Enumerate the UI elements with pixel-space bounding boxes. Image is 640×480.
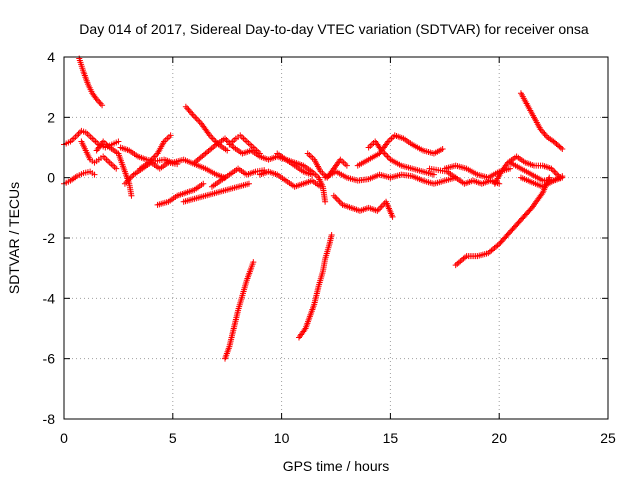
series-trace-31 <box>517 90 566 153</box>
series-trace-11 <box>182 103 231 154</box>
data-point <box>328 231 335 238</box>
series-trace-22 <box>330 192 396 220</box>
series-trace-02 <box>61 168 98 187</box>
series-trace-03 <box>78 138 120 172</box>
series-trace-04 <box>76 55 106 109</box>
data-point <box>559 146 566 153</box>
series-trace-29 <box>452 174 553 269</box>
data-point <box>167 132 174 139</box>
data-point <box>556 143 563 150</box>
data-point <box>99 102 106 109</box>
y-tick-label: -8 <box>43 411 56 427</box>
x-axis-label: GPS time / hours <box>283 458 390 474</box>
data-point <box>559 173 566 180</box>
grid-lines <box>64 57 608 419</box>
data-point <box>115 138 122 145</box>
data-point <box>200 180 207 187</box>
data-point <box>554 142 561 149</box>
series-trace-05 <box>93 138 135 199</box>
series-trace-25 <box>365 138 437 178</box>
x-tick-label: 15 <box>383 430 399 446</box>
x-tick-label: 10 <box>274 430 290 446</box>
series-trace-13 <box>191 135 255 166</box>
series-trace-26 <box>387 171 459 187</box>
y-tick-label: -6 <box>43 351 56 367</box>
series-trace-27 <box>426 165 503 187</box>
data-point <box>250 259 257 266</box>
data-point <box>343 162 350 169</box>
series-trace-09 <box>154 180 207 208</box>
series-trace-33 <box>517 173 566 190</box>
y-tick-label: -4 <box>43 290 56 306</box>
x-tick-label: 25 <box>600 430 616 446</box>
data-point <box>552 139 559 146</box>
axis-ticks: 0 5 10 15 20 25 -8 -6 -4 -2 0 2 4 <box>43 49 616 446</box>
x-tick-label: 20 <box>491 430 507 446</box>
data-point <box>389 213 396 220</box>
series-trace-12 <box>180 180 252 205</box>
x-tick-label: 5 <box>169 430 177 446</box>
series-trace-30 <box>491 153 564 187</box>
y-tick-label: -2 <box>43 230 56 246</box>
data-point <box>91 171 98 178</box>
series-trace-10 <box>169 156 229 181</box>
chart-title: Day 014 of 2017, Sidereal Day-to-day VTE… <box>79 21 589 37</box>
y-tick-label: 0 <box>47 170 55 186</box>
data-point <box>430 171 437 178</box>
data-point <box>245 180 252 187</box>
data-point <box>113 165 120 172</box>
series-trace-24 <box>354 132 446 169</box>
y-tick-label: 2 <box>47 109 55 125</box>
data-point <box>507 165 514 172</box>
data-point <box>128 192 135 199</box>
y-tick-label: 4 <box>47 49 55 65</box>
data-point <box>553 140 560 147</box>
series-trace-08 <box>137 132 174 172</box>
data-point <box>550 138 557 145</box>
x-tick-label: 0 <box>60 430 68 446</box>
data-point <box>557 144 564 151</box>
y-axis-label: SDTVAR / TECUs <box>6 182 22 294</box>
data-point <box>224 147 231 154</box>
data-points <box>61 55 566 362</box>
data-point <box>546 174 553 181</box>
series-trace-16 <box>222 259 257 362</box>
series-trace-20 <box>296 231 335 341</box>
data-point <box>439 146 446 153</box>
series-trace-19 <box>274 150 329 205</box>
data-point <box>322 198 329 205</box>
